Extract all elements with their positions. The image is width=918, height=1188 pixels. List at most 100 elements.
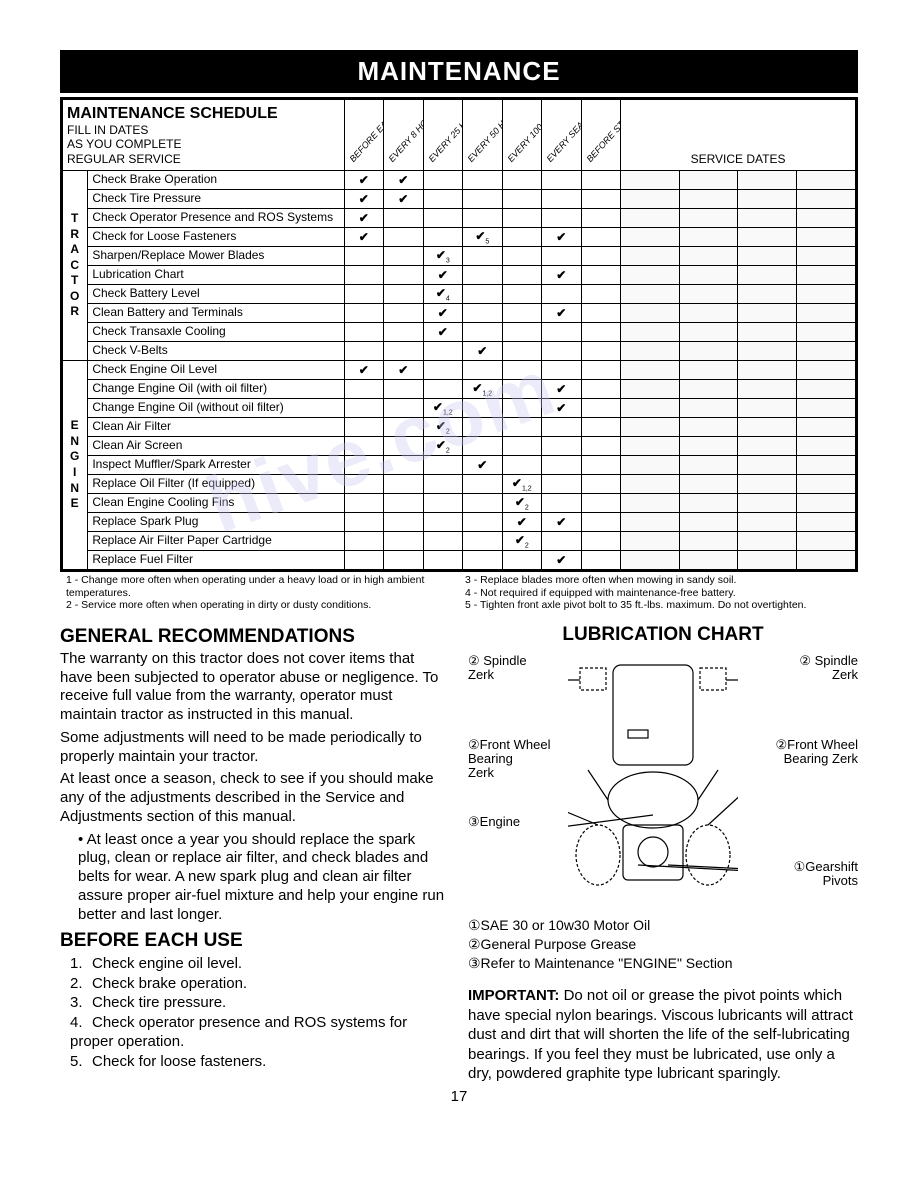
check-cell: [463, 532, 503, 551]
service-date-cell[interactable]: [679, 418, 738, 437]
service-date-cell[interactable]: [738, 437, 797, 456]
service-date-cell[interactable]: [738, 228, 797, 247]
service-date-cell[interactable]: [797, 532, 857, 551]
service-date-cell[interactable]: [679, 437, 738, 456]
service-date-cell[interactable]: [621, 247, 680, 266]
service-date-cell[interactable]: [679, 342, 738, 361]
check-cell: [423, 190, 463, 209]
service-date-cell[interactable]: [679, 247, 738, 266]
service-date-cell[interactable]: [621, 418, 680, 437]
service-date-cell[interactable]: [738, 494, 797, 513]
service-date-cell[interactable]: [621, 266, 680, 285]
service-date-cell[interactable]: [738, 209, 797, 228]
service-date-cell[interactable]: [797, 494, 857, 513]
service-date-cell[interactable]: [679, 513, 738, 532]
service-date-cell[interactable]: [621, 323, 680, 342]
service-date-cell[interactable]: [679, 266, 738, 285]
service-date-cell[interactable]: [621, 209, 680, 228]
service-date-cell[interactable]: [797, 171, 857, 190]
service-date-cell[interactable]: [797, 285, 857, 304]
service-date-cell[interactable]: [738, 190, 797, 209]
service-date-cell[interactable]: [679, 475, 738, 494]
check-cell: [384, 209, 424, 228]
service-date-cell[interactable]: [797, 228, 857, 247]
service-date-cell[interactable]: [621, 361, 680, 380]
service-date-cell[interactable]: [679, 171, 738, 190]
service-date-cell[interactable]: [797, 361, 857, 380]
service-date-cell[interactable]: [621, 551, 680, 571]
service-date-cell[interactable]: [621, 494, 680, 513]
label-spindle-right: ② Spindle Zerk: [799, 654, 858, 683]
service-date-cell[interactable]: [621, 342, 680, 361]
service-date-cell[interactable]: [797, 513, 857, 532]
service-date-cell[interactable]: [679, 190, 738, 209]
service-date-cell[interactable]: [738, 380, 797, 399]
service-date-cell[interactable]: [679, 551, 738, 571]
schedule-item: Change Engine Oil (without oil filter): [88, 399, 344, 418]
service-date-cell[interactable]: [797, 399, 857, 418]
service-date-cell[interactable]: [738, 304, 797, 323]
service-date-cell[interactable]: [738, 532, 797, 551]
service-date-cell[interactable]: [621, 285, 680, 304]
service-date-cell[interactable]: [738, 418, 797, 437]
service-date-cell[interactable]: [797, 418, 857, 437]
service-date-cell[interactable]: [797, 304, 857, 323]
service-date-cell[interactable]: [621, 228, 680, 247]
service-date-cell[interactable]: [797, 342, 857, 361]
service-date-cell[interactable]: [679, 380, 738, 399]
important-note: IMPORTANT: Do not oil or grease the pivo…: [468, 986, 858, 1084]
service-date-cell[interactable]: [679, 494, 738, 513]
service-date-cell[interactable]: [679, 361, 738, 380]
service-date-cell[interactable]: [679, 209, 738, 228]
service-date-cell[interactable]: [679, 304, 738, 323]
service-date-cell[interactable]: [738, 513, 797, 532]
service-date-cell[interactable]: [738, 551, 797, 571]
service-date-cell[interactable]: [797, 437, 857, 456]
service-date-cell[interactable]: [738, 456, 797, 475]
service-date-cell[interactable]: [621, 456, 680, 475]
service-date-cell[interactable]: [679, 285, 738, 304]
service-date-cell[interactable]: [797, 247, 857, 266]
service-date-cell[interactable]: [679, 399, 738, 418]
check-cell: [502, 247, 542, 266]
service-date-cell[interactable]: [738, 323, 797, 342]
schedule-item: Clean Air Screen: [88, 437, 344, 456]
service-date-cell[interactable]: [738, 342, 797, 361]
service-date-cell[interactable]: [738, 361, 797, 380]
service-date-cell[interactable]: [738, 475, 797, 494]
service-date-cell[interactable]: [797, 266, 857, 285]
service-date-cell[interactable]: [679, 323, 738, 342]
service-date-cell[interactable]: [621, 532, 680, 551]
service-date-cell[interactable]: [621, 190, 680, 209]
check-cell: [463, 209, 503, 228]
check-cell: [581, 513, 621, 532]
service-date-cell[interactable]: [679, 228, 738, 247]
service-date-cell[interactable]: [738, 266, 797, 285]
service-date-cell[interactable]: [738, 247, 797, 266]
service-date-cell[interactable]: [621, 380, 680, 399]
check-cell: [542, 437, 582, 456]
check-cell: ✔2: [423, 418, 463, 437]
service-date-cell[interactable]: [679, 532, 738, 551]
service-date-cell[interactable]: [797, 209, 857, 228]
service-date-cell[interactable]: [621, 399, 680, 418]
service-date-cell[interactable]: [797, 190, 857, 209]
service-date-cell[interactable]: [738, 285, 797, 304]
service-date-cell[interactable]: [797, 323, 857, 342]
service-date-cell[interactable]: [797, 380, 857, 399]
check-cell: ✔: [384, 171, 424, 190]
service-date-cell[interactable]: [797, 551, 857, 571]
service-date-cell[interactable]: [797, 475, 857, 494]
service-date-cell[interactable]: [621, 513, 680, 532]
service-date-cell[interactable]: [621, 475, 680, 494]
check-cell: ✔: [423, 304, 463, 323]
service-date-cell[interactable]: [621, 304, 680, 323]
check-cell: [581, 285, 621, 304]
service-date-cell[interactable]: [679, 456, 738, 475]
service-date-cell[interactable]: [738, 171, 797, 190]
service-date-cell[interactable]: [738, 399, 797, 418]
service-date-cell[interactable]: [621, 437, 680, 456]
service-date-cell[interactable]: [621, 171, 680, 190]
service-date-cell[interactable]: [797, 456, 857, 475]
check-cell: [542, 342, 582, 361]
